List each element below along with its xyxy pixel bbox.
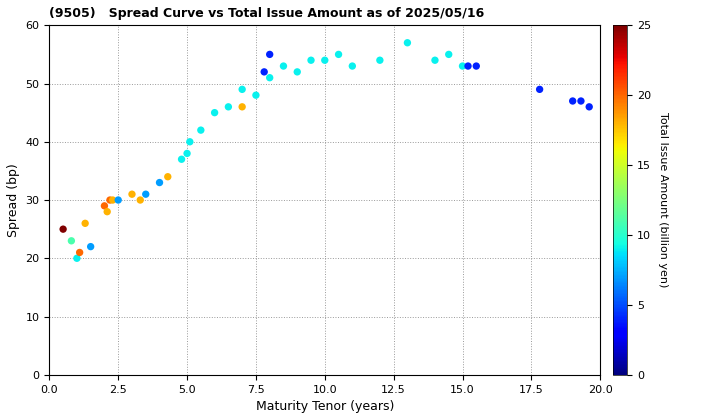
Point [71,255,83,262]
Point [66,237,77,244]
Point [79,220,91,227]
Y-axis label: Spread (bp): Spread (bp) [7,163,20,237]
Y-axis label: Total Issue Amount (billion yen): Total Issue Amount (billion yen) [658,112,668,288]
Point [102,208,113,215]
Point [250,92,261,99]
Point [583,103,595,110]
Point [107,197,119,203]
Point [222,103,234,110]
Point [258,68,270,75]
Point [374,57,386,63]
Point [85,243,96,250]
Point [333,51,344,58]
Point [99,202,110,209]
Point [236,103,248,110]
Point [443,51,454,58]
Point [462,63,474,69]
Point [112,197,124,203]
Point [575,97,587,104]
Point [264,51,276,58]
Point [135,197,146,203]
Point [162,173,174,180]
Point [278,63,289,69]
Point [126,191,138,197]
Point [470,63,482,69]
Point [209,109,220,116]
Point [154,179,166,186]
X-axis label: Maturity Tenor (years): Maturity Tenor (years) [256,400,394,413]
Point [319,57,330,63]
Point [236,86,248,93]
Point [140,191,151,197]
Point [567,97,578,104]
Point [58,226,69,233]
Point [74,249,86,256]
Point [104,197,116,203]
Text: (9505)   Spread Curve vs Total Issue Amount as of 2025/05/16: (9505) Spread Curve vs Total Issue Amoun… [50,7,485,20]
Point [346,63,358,69]
Point [292,68,303,75]
Point [534,86,545,93]
Point [456,63,468,69]
Point [402,39,413,46]
Point [305,57,317,63]
Point [181,150,193,157]
Point [195,127,207,134]
Point [184,139,196,145]
Point [176,156,187,163]
Point [429,57,441,63]
Point [264,74,276,81]
